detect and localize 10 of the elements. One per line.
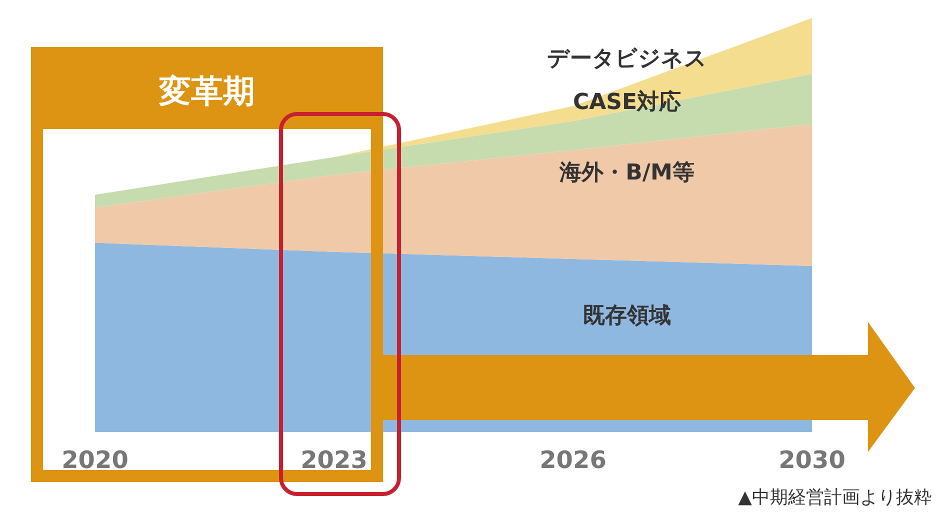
x-tick-label: 2026: [540, 446, 606, 474]
annotation: 変革期: [158, 72, 255, 110]
series-label: データビジネス: [547, 46, 707, 72]
series-label: 海外・B/M等: [558, 160, 694, 186]
text: ▲中期経営計画より抜粋: [738, 487, 932, 508]
series-label: 既存領域: [583, 303, 671, 328]
series-label: CASE対応: [572, 89, 682, 116]
x-tick-label: 2030: [778, 446, 846, 474]
x-tick-label: 2020: [62, 446, 128, 474]
x-tick-label: 2023: [300, 446, 368, 474]
